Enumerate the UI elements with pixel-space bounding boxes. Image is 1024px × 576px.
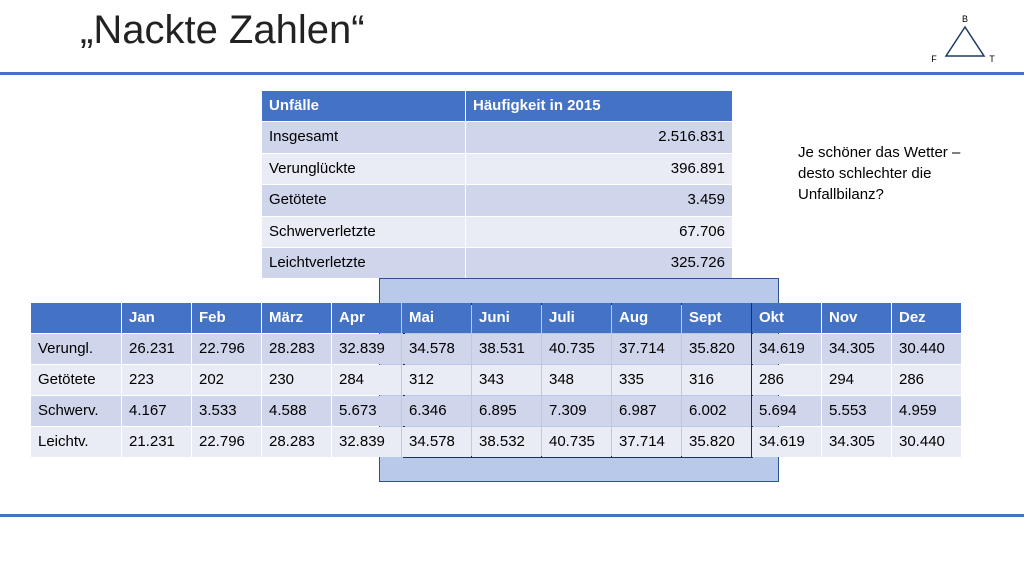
table-cell: 38.531 <box>472 334 541 364</box>
table-cell: 223 <box>122 365 191 395</box>
rule <box>0 72 1024 75</box>
table-cell: 7.309 <box>542 396 611 426</box>
logo-label: F <box>931 54 937 64</box>
logo-triangle <box>944 25 986 57</box>
table-cell: 2.516.831 <box>466 122 732 153</box>
logo-label: T <box>989 54 995 64</box>
table-cell: 34.578 <box>402 427 471 457</box>
table-cell: 4.959 <box>892 396 961 426</box>
table-cell: 21.231 <box>122 427 191 457</box>
table-cell: 5.553 <box>822 396 891 426</box>
table-cell: 40.735 <box>542 427 611 457</box>
header-cell: Häufigkeit in 2015 <box>466 91 732 122</box>
table-cell: 5.694 <box>752 396 821 426</box>
table-cell: 28.283 <box>262 427 331 457</box>
table-cell: 6.346 <box>402 396 471 426</box>
header-cell: Feb <box>192 303 261 333</box>
table-cell: 312 <box>402 365 471 395</box>
table-cell: 5.673 <box>332 396 401 426</box>
title: „Nackte Zahlen“ <box>80 8 365 52</box>
header-cell: Aug <box>612 303 681 333</box>
table-cell: 26.231 <box>122 334 191 364</box>
table-cell: 6.895 <box>472 396 541 426</box>
table-cell: 396.891 <box>466 153 732 185</box>
header-cell: Sept <box>682 303 751 333</box>
logo-label: B <box>962 14 968 24</box>
header-cell: Apr <box>332 303 401 333</box>
header-cell <box>31 303 121 333</box>
table-cell: Leichtverletzte <box>262 248 465 279</box>
table-cell: 37.714 <box>612 334 681 364</box>
header-cell: Okt <box>752 303 821 333</box>
header-cell: Dez <box>892 303 961 333</box>
logo: B F T <box>931 14 995 64</box>
table-cell: 34.619 <box>752 427 821 457</box>
table-cell: 286 <box>752 365 821 395</box>
note: Je schöner das Wetter – desto schlechter… <box>798 144 961 203</box>
header-cell: Nov <box>822 303 891 333</box>
table-cell: 230 <box>262 365 331 395</box>
table-cell: 286 <box>892 365 961 395</box>
table-cell: 32.839 <box>332 427 401 457</box>
table-cell: 30.440 <box>892 427 961 457</box>
table-cell: 35.820 <box>682 334 751 364</box>
header-cell: Mai <box>402 303 471 333</box>
table-cell: Getötete <box>262 185 465 216</box>
table-cell: 3.533 <box>192 396 261 426</box>
table-cell: 316 <box>682 365 751 395</box>
table-cell: 294 <box>822 365 891 395</box>
table-cell: 67.706 <box>466 216 732 247</box>
table-cell: 30.440 <box>892 334 961 364</box>
table-cell: 335 <box>612 365 681 395</box>
table-cell: 3.459 <box>466 185 732 216</box>
header-cell: Jan <box>122 303 191 333</box>
table-cell: 4.167 <box>122 396 191 426</box>
table-cell: 32.839 <box>332 334 401 364</box>
table-cell: 348 <box>542 365 611 395</box>
row-label: Verungl. <box>31 334 121 364</box>
table-cell: 4.588 <box>262 396 331 426</box>
table-cell: 35.820 <box>682 427 751 457</box>
table-cell: 202 <box>192 365 261 395</box>
table-cell: Verunglückte <box>262 153 465 185</box>
row-label: Schwerv. <box>31 396 121 426</box>
header-cell: Unfälle <box>262 91 465 122</box>
table-cell: 22.796 <box>192 334 261 364</box>
table-cell: 22.796 <box>192 427 261 457</box>
table-cell: 6.002 <box>682 396 751 426</box>
table-cell: 28.283 <box>262 334 331 364</box>
header-cell: Juni <box>472 303 541 333</box>
row-label: Getötete <box>31 365 121 395</box>
table-cell: 40.735 <box>542 334 611 364</box>
table-cell: 325.726 <box>466 248 732 279</box>
header-cell: Juli <box>542 303 611 333</box>
rule <box>0 514 1024 517</box>
table-cell: 37.714 <box>612 427 681 457</box>
row-label: Leichtv. <box>31 427 121 457</box>
table-cell: 284 <box>332 365 401 395</box>
table-cell: 343 <box>472 365 541 395</box>
table-cell: 34.578 <box>402 334 471 364</box>
table-cell: 34.619 <box>752 334 821 364</box>
table-cell: Schwerverletzte <box>262 216 465 247</box>
table-cell: 34.305 <box>822 427 891 457</box>
table-cell: 6.987 <box>612 396 681 426</box>
header-cell: März <box>262 303 331 333</box>
table-cell: 34.305 <box>822 334 891 364</box>
table-cell: Insgesamt <box>262 122 465 153</box>
table-cell: 38.532 <box>472 427 541 457</box>
